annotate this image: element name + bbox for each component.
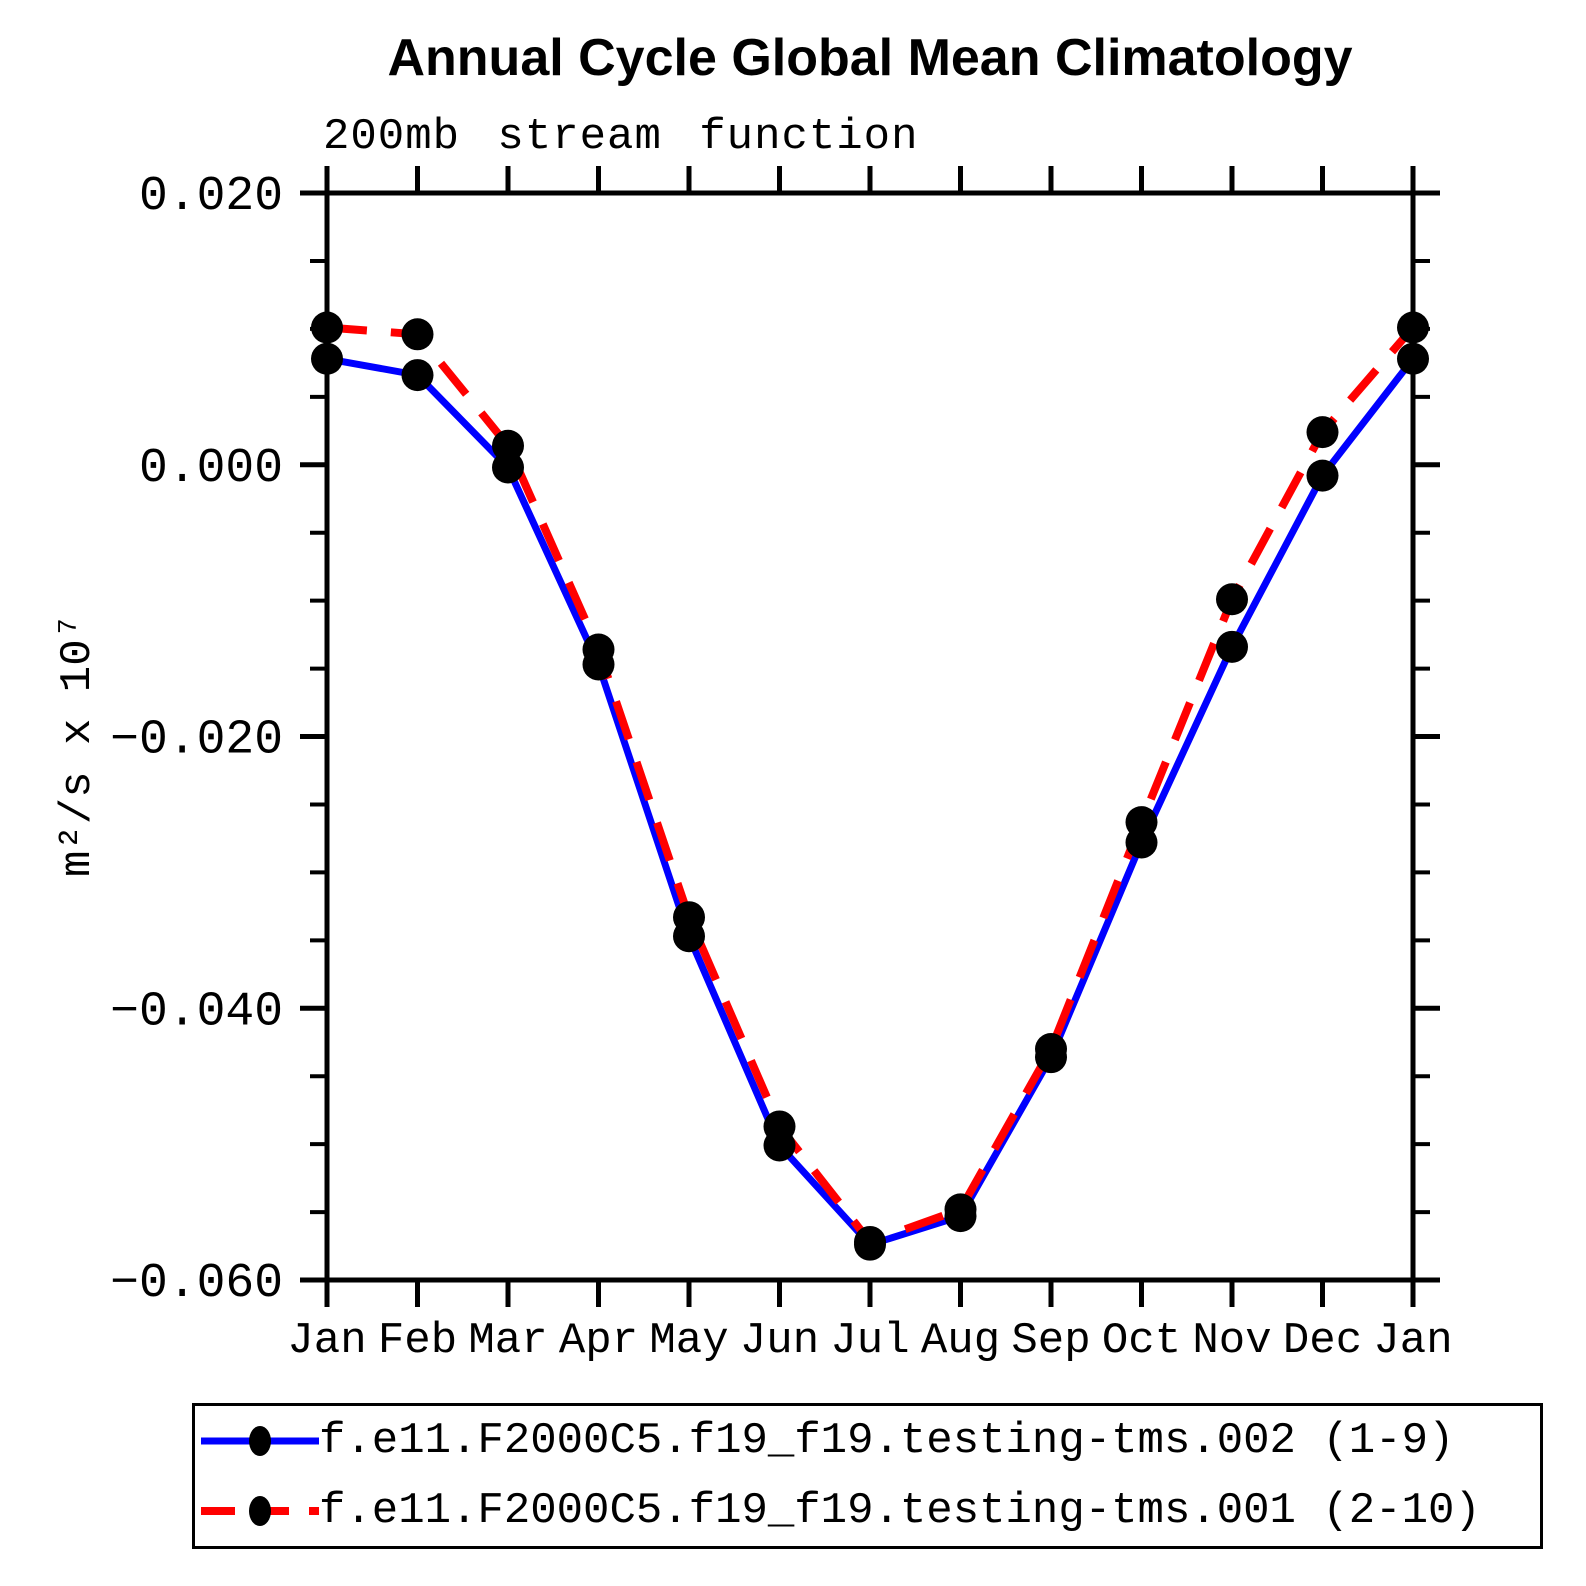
data-point-marker-s0 [401,359,434,392]
x-tick-label: Aug [921,1316,1000,1366]
chart-subtitle: 200mb stream function [323,112,919,162]
data-point-marker-s0 [1306,459,1339,492]
data-point-marker-s1 [492,429,524,462]
data-point-marker-s0 [311,342,343,375]
data-point-marker-s1 [944,1193,977,1226]
legend-label-series-1: f.e11.F2000C5.f19_f19.testing-tms.002 (1… [319,1416,1455,1466]
x-tick-label: May [649,1316,728,1366]
data-point-marker-s1 [854,1225,886,1258]
y-tick-label: 0.000 [139,442,283,496]
x-tick-label: Jul [830,1316,909,1366]
x-tick-label: Nov [1192,1316,1271,1366]
data-point-marker-s0 [1397,342,1429,375]
x-tick-label: Jan [287,1316,366,1366]
legend-sample-marker [249,1496,271,1526]
chart-title: Annual Cycle Global Mean Climatology [387,29,1353,87]
plot-frame [324,190,1416,1283]
x-tick-label: Sep [1011,1316,1090,1366]
x-tick-label: Apr [559,1316,638,1366]
y-tick-label: 0.020 [139,170,283,224]
series-line-0 [326,355,1416,1249]
x-tick-label: Jun [740,1316,819,1366]
data-point-marker-s1 [1035,1033,1067,1066]
series-line-1 [326,323,1417,1247]
data-point-marker-s1 [311,311,343,344]
x-tick-label: Dec [1283,1316,1362,1366]
legend-box: f.e11.F2000C5.f19_f19.testing-tms.002 (1… [192,1403,1543,1549]
y-tick-label: −0.020 [110,714,283,768]
legend-line-sample-red [201,1496,319,1526]
data-point-marker-s1 [401,318,434,351]
data-point-marker-s1 [582,633,615,666]
y-tick-label: −0.040 [110,985,283,1039]
x-tick-label: Feb [378,1316,457,1366]
legend-sample-marker [249,1426,271,1456]
data-point-marker-s1 [1306,416,1339,449]
legend-line-sample-blue [201,1426,319,1456]
x-tick-label: Oct [1102,1316,1181,1366]
data-point-marker-s1 [1216,583,1248,616]
data-point-marker-s1 [1125,806,1158,839]
data-point-marker-s0 [1216,630,1248,663]
y-tick-label: −0.060 [110,1257,283,1311]
data-point-marker-s1 [1397,311,1429,344]
legend-row: f.e11.F2000C5.f19_f19.testing-tms.001 (2… [201,1480,1540,1542]
legend-row: f.e11.F2000C5.f19_f19.testing-tms.002 (1… [201,1410,1540,1472]
x-tick-label: Jan [1373,1316,1452,1366]
data-point-marker-s1 [673,901,705,934]
data-point-marker-s1 [763,1110,796,1143]
legend-label-series-2: f.e11.F2000C5.f19_f19.testing-tms.001 (2… [319,1486,1481,1536]
x-tick-label: Mar [468,1316,547,1366]
